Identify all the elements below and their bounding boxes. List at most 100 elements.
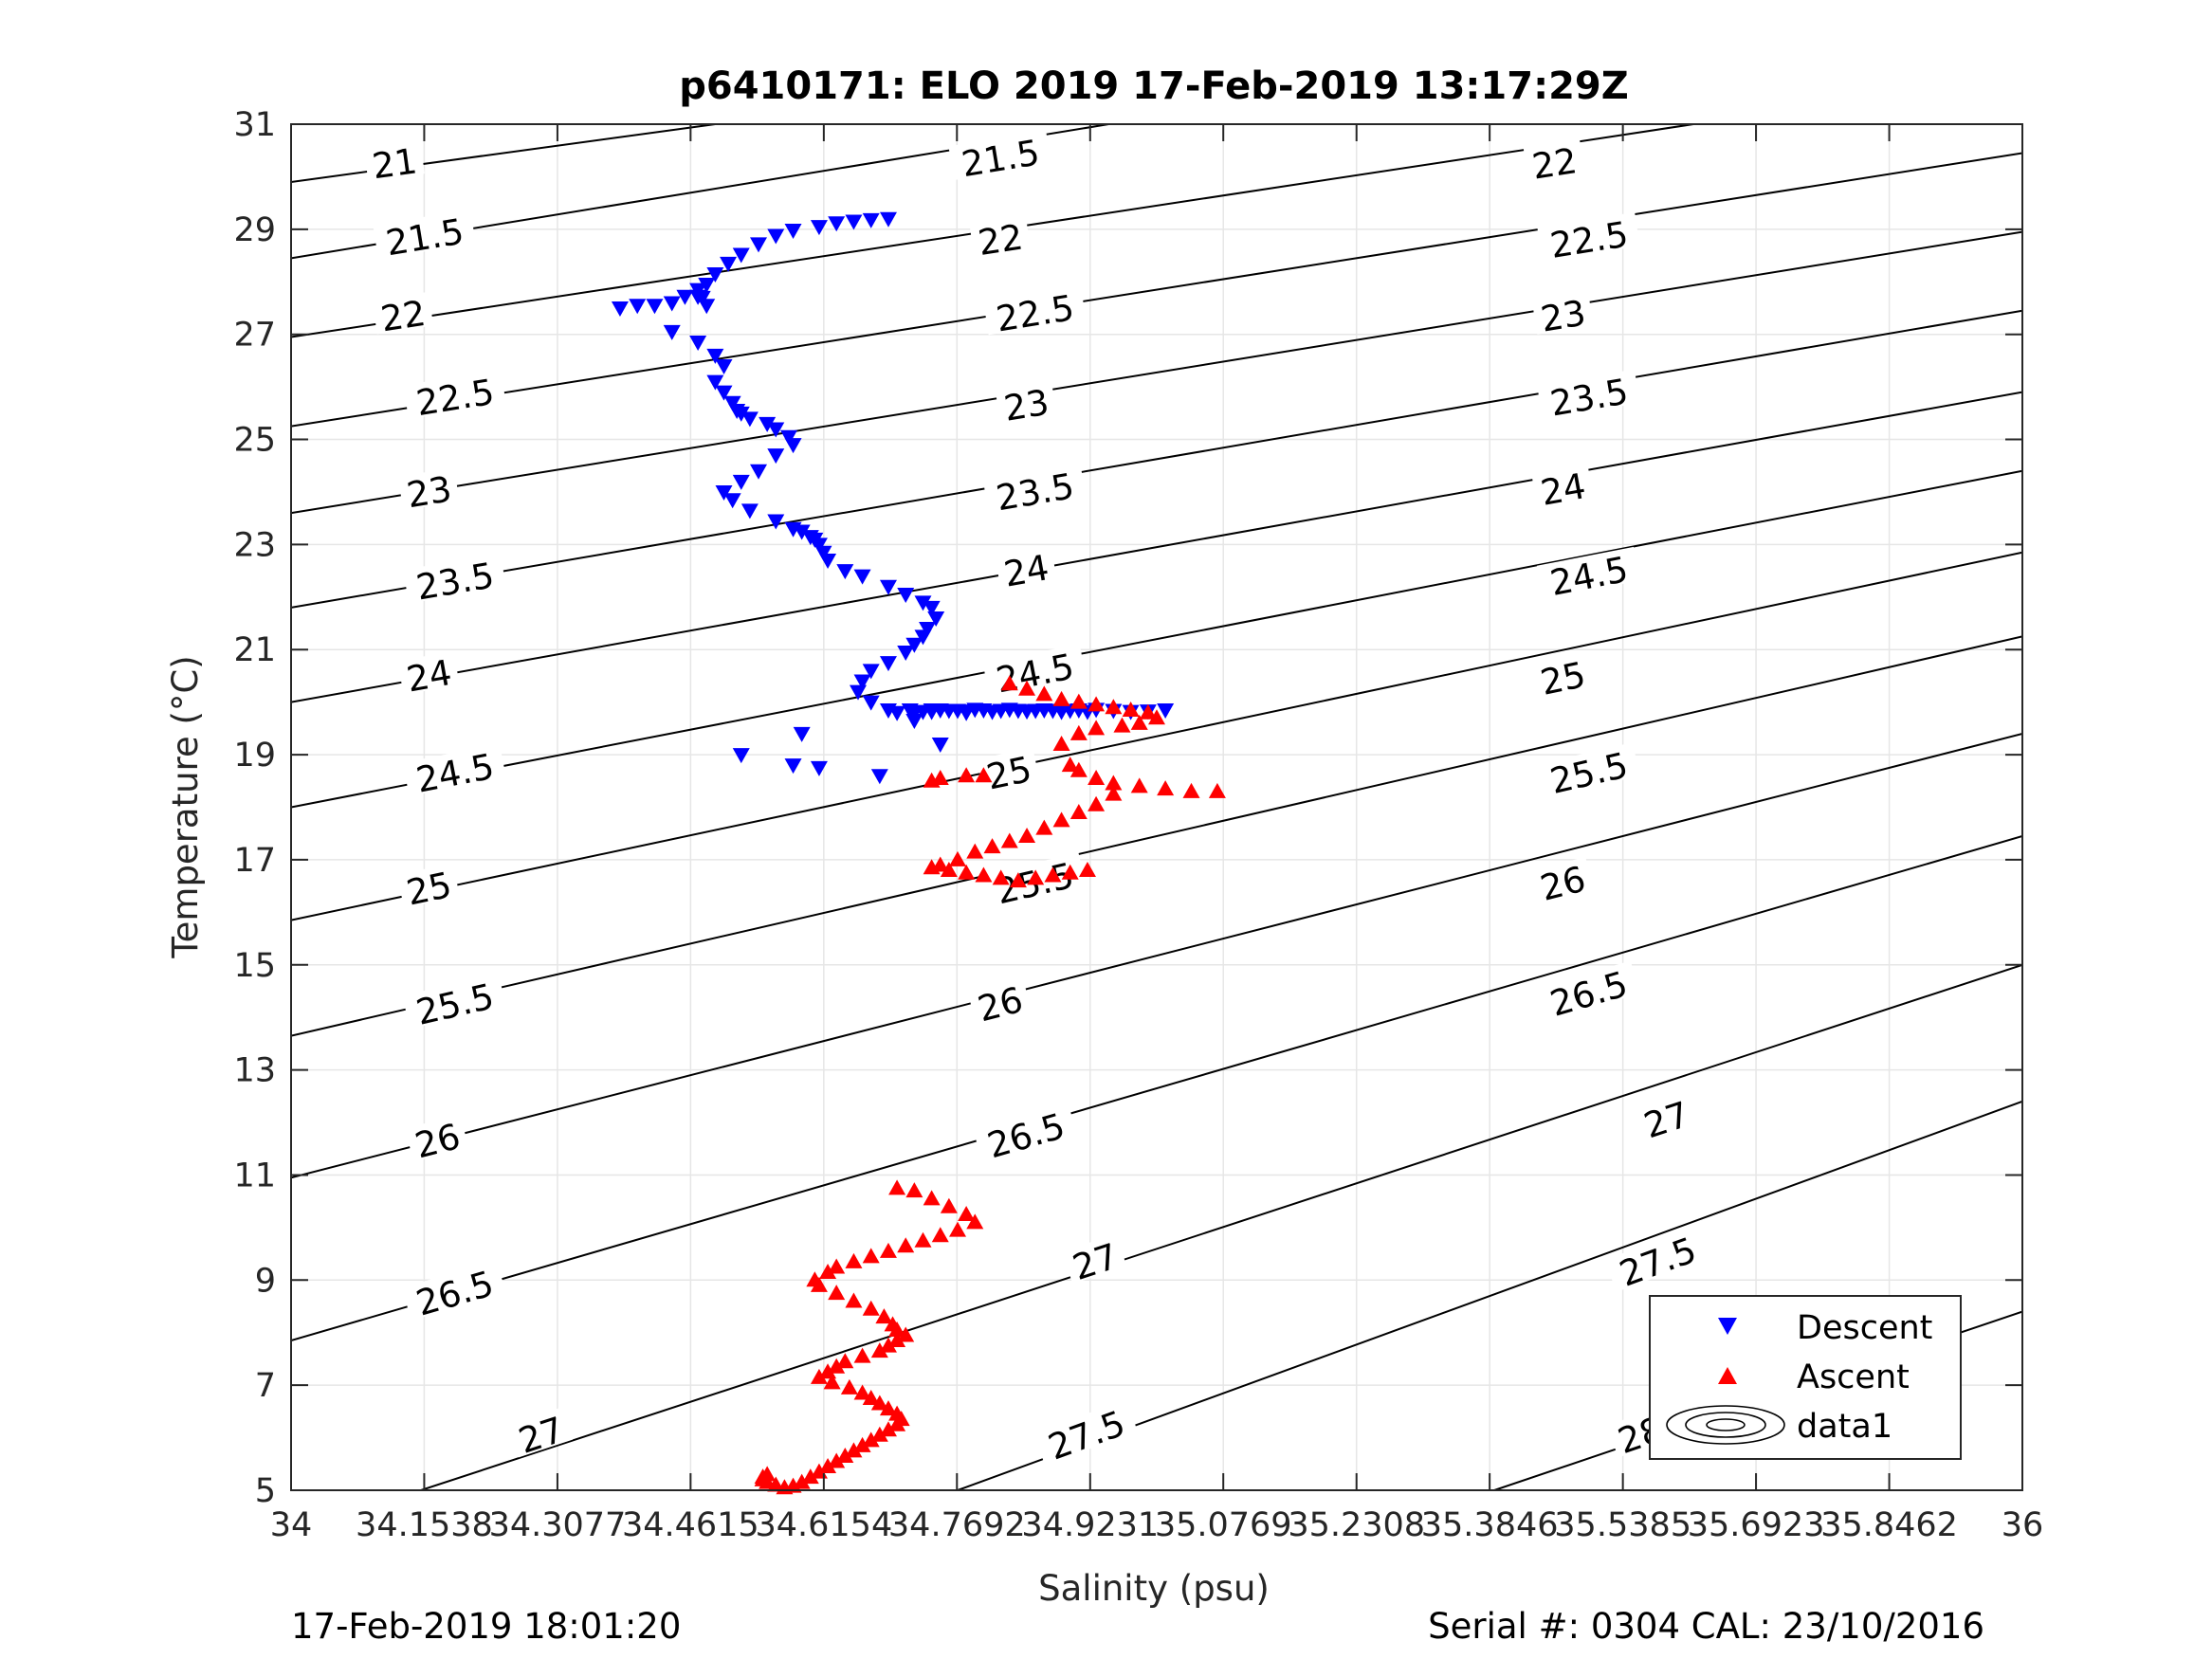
ascent-point [888, 1321, 906, 1337]
descent-point [931, 737, 949, 753]
descent-point [706, 348, 724, 364]
ascent-point [1139, 703, 1157, 720]
ascent-point [975, 767, 993, 783]
ascent-point [1078, 862, 1096, 878]
descent-point [715, 484, 733, 501]
ascent-point [923, 859, 941, 875]
ascent-point [862, 1248, 880, 1264]
descent-point [740, 503, 759, 520]
contour-label-bg [948, 130, 1051, 181]
legend-box [1649, 1295, 1962, 1460]
contour-label-bg [973, 1103, 1078, 1163]
descent-point [836, 564, 854, 580]
descent-point [676, 289, 694, 305]
descent-point [814, 545, 832, 561]
contour-label: 23.5 [403, 553, 506, 609]
descent-point [927, 611, 945, 627]
descent-series [611, 211, 1175, 785]
descent-point [793, 726, 811, 742]
descent-point [862, 695, 880, 711]
descent-point [905, 637, 923, 653]
contour-label-bg [372, 291, 434, 335]
contour-label-bg [995, 545, 1057, 590]
ascent-point [875, 1308, 893, 1324]
contour-label-bg [995, 380, 1057, 424]
ascent-point [840, 1378, 858, 1395]
plot-frame [290, 123, 2023, 1491]
contour-label-bg [1530, 856, 1595, 904]
descent-point [1157, 702, 1175, 719]
ascent-point [845, 1442, 863, 1458]
ascent-point [1088, 720, 1106, 736]
ascent-point [1035, 685, 1053, 702]
descent-point [698, 299, 716, 315]
y-tick-label: 21 [233, 631, 276, 669]
descent-point [888, 705, 906, 721]
contour-line-22-5 [291, 152, 2022, 428]
ascent-point [828, 1285, 846, 1301]
legend-data1-marker [1666, 1405, 1785, 1445]
ascent-point [810, 1276, 828, 1292]
contour-line-22 [291, 124, 1700, 338]
ascent-point [823, 1374, 841, 1390]
ascent-point [1113, 717, 1131, 733]
y-tick-label: 13 [233, 1052, 276, 1090]
ascent-point [836, 1353, 854, 1369]
ascent-point [1000, 675, 1018, 691]
descent-point [819, 554, 837, 570]
descent-point [720, 256, 738, 272]
plot-area [291, 124, 2022, 1490]
descent-point [870, 769, 888, 785]
descent-point [845, 214, 863, 230]
contour-line-23-5 [291, 309, 2022, 609]
y-tick-label: 7 [255, 1367, 276, 1405]
contour-label: 22 [372, 291, 434, 339]
contour-line-26-5 [291, 835, 2022, 1342]
contour-label: 24 [397, 650, 460, 701]
ascent-point [862, 1390, 880, 1406]
ascent-point [958, 1206, 976, 1222]
ascent-point [1105, 699, 1123, 715]
ascent-point [810, 1368, 828, 1384]
legend-ascent-marker [1718, 1367, 1737, 1384]
ascent-point [905, 1182, 923, 1198]
ascent-point [897, 1237, 915, 1253]
footer-serial-cal: Serial #: 0304 CAL: 23/10/2016 [1428, 1606, 1984, 1647]
ascent-point [801, 1468, 819, 1485]
ascent-point [966, 1213, 984, 1230]
contour-label: 21 [363, 139, 425, 187]
contour-label-bg [969, 215, 1032, 259]
y-tick-label: 27 [233, 317, 276, 355]
contour-label-bg [405, 1114, 469, 1162]
contour-label: 22 [969, 215, 1032, 264]
ascent-point [931, 1227, 949, 1243]
ascent-point [819, 1263, 837, 1279]
ascent-point [836, 1447, 854, 1463]
contour-line-21-5 [291, 124, 1115, 260]
ascent-point [1027, 869, 1045, 885]
ascent-point [1035, 819, 1053, 835]
ascent-point [1182, 782, 1200, 798]
contour-label-bg [1530, 652, 1594, 699]
legend-descent-marker [1718, 1318, 1737, 1335]
x-tick-label: 34.9231 [1021, 1506, 1159, 1544]
ascent-point [1009, 872, 1027, 888]
ascent-point [879, 1400, 897, 1416]
contour-label-bg [1633, 1091, 1698, 1142]
ascent-point [958, 864, 976, 880]
x-tick-label: 35.5385 [1554, 1506, 1691, 1544]
contour-label-text: 25 [983, 749, 1035, 798]
contour-label-bg [1531, 291, 1594, 335]
ascent-point [853, 1384, 871, 1400]
ascent-point [949, 850, 967, 866]
ascent-point [1208, 782, 1226, 798]
x-tick-label: 35.8462 [1820, 1506, 1958, 1544]
contour-label-bg [397, 650, 460, 695]
ascent-point [888, 1179, 906, 1195]
descent-point [784, 223, 802, 239]
y-tick-label: 11 [233, 1157, 276, 1194]
contour-label-bg [1536, 742, 1640, 798]
contour-label-bg [402, 743, 506, 796]
x-tick-label: 35.6923 [1688, 1506, 1825, 1544]
descent-point [923, 702, 941, 719]
